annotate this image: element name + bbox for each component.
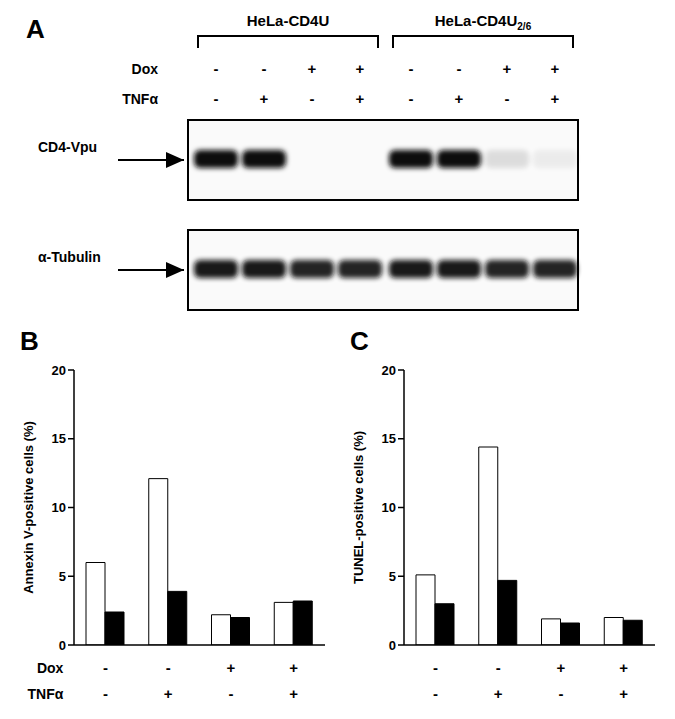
svg-text:-: -	[214, 90, 219, 107]
html-text:C: C	[350, 326, 369, 356]
svg-text:-: -	[409, 90, 414, 107]
svg-text:+: +	[289, 685, 298, 702]
svg-text:0: 0	[389, 638, 396, 653]
svg-text:TNFα: TNFα	[122, 91, 158, 107]
svg-text:+: +	[619, 659, 628, 676]
svg-text:15: 15	[52, 431, 66, 446]
svg-text:+: +	[308, 60, 317, 77]
svg-text:+: +	[356, 90, 365, 107]
svg-text:10: 10	[382, 500, 396, 515]
svg-text:5: 5	[389, 569, 396, 584]
svg-text:20: 20	[52, 363, 66, 378]
svg-text:+: +	[619, 685, 628, 702]
svg-text:+: +	[289, 659, 298, 676]
svg-text:HeLa-CD4U2/6: HeLa-CD4U2/6	[435, 12, 532, 32]
svg-text:-: -	[496, 659, 501, 676]
svg-text:-: -	[214, 60, 219, 77]
svg-text:+: +	[551, 90, 560, 107]
svg-text:α-Tubulin: α-Tubulin	[38, 249, 101, 265]
svg-text:-: -	[103, 685, 108, 702]
svg-text:-: -	[433, 659, 438, 676]
svg-text:5: 5	[59, 569, 66, 584]
svg-text:10: 10	[52, 500, 66, 515]
svg-text:-: -	[166, 659, 171, 676]
svg-text:+: +	[455, 90, 464, 107]
svg-text:-: -	[558, 685, 563, 702]
svg-text:15: 15	[382, 431, 396, 446]
svg-text:A: A	[26, 14, 45, 44]
svg-text:+: +	[503, 60, 512, 77]
svg-text:-: -	[433, 685, 438, 702]
svg-text:+: +	[164, 685, 173, 702]
svg-text:+: +	[226, 659, 235, 676]
svg-text:Dox: Dox	[37, 660, 64, 676]
svg-text:-: -	[505, 90, 510, 107]
svg-text:+: +	[551, 60, 560, 77]
svg-text:HeLa-CD4U: HeLa-CD4U	[247, 12, 330, 29]
svg-text:-: -	[409, 60, 414, 77]
svg-text:Dox: Dox	[132, 61, 159, 77]
svg-text:TUNEL-positive cells (%): TUNEL-positive cells (%)	[351, 431, 366, 584]
svg-text:CD4-Vpu: CD4-Vpu	[38, 139, 97, 155]
svg-text:20: 20	[382, 363, 396, 378]
svg-text:Annexin V-positive cells (%): Annexin V-positive cells (%)	[21, 421, 36, 594]
svg-text:-: -	[457, 60, 462, 77]
svg-text:-: -	[310, 90, 315, 107]
svg-text:-: -	[228, 685, 233, 702]
svg-text:+: +	[556, 659, 565, 676]
html-text:B: B	[20, 326, 39, 356]
svg-text:+: +	[260, 90, 269, 107]
svg-text:TNFα: TNFα	[28, 686, 64, 702]
svg-text:0: 0	[59, 638, 66, 653]
svg-text:-: -	[262, 60, 267, 77]
svg-text:-: -	[103, 659, 108, 676]
svg-text:+: +	[356, 60, 365, 77]
svg-text:+: +	[494, 685, 503, 702]
